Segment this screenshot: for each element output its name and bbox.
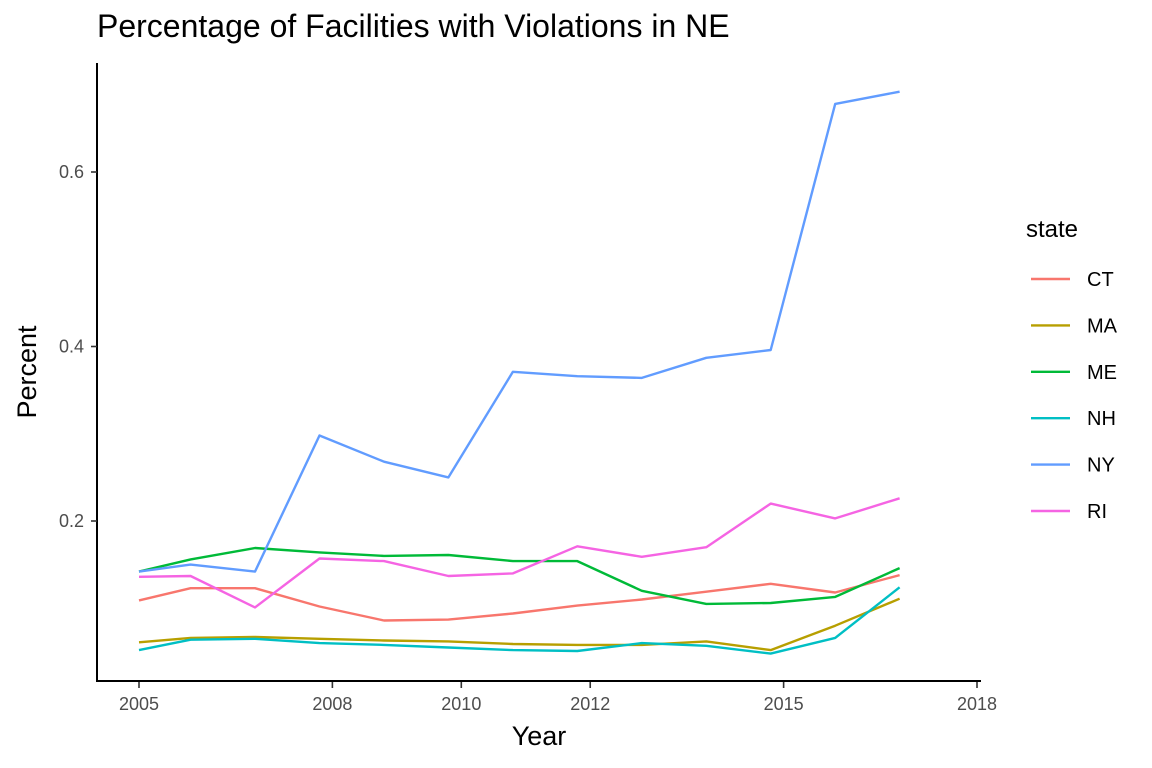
series-line-ct bbox=[138, 573, 900, 622]
legend-label-nh: NH bbox=[1087, 408, 1116, 430]
series-layer bbox=[138, 90, 901, 655]
legend-label-ri: RI bbox=[1087, 501, 1107, 523]
axes-layer bbox=[96, 63, 981, 682]
chart-title: Percentage of Facilities with Violations… bbox=[97, 8, 730, 44]
series-line-nh bbox=[138, 586, 901, 655]
legend-label-ny: NY bbox=[1087, 455, 1115, 477]
y-tick-label: 0.4 bbox=[59, 337, 84, 357]
legend-label-me: ME bbox=[1087, 362, 1117, 384]
series-line-ma bbox=[138, 597, 901, 652]
x-tick-label: 2012 bbox=[570, 694, 610, 714]
y-axis-title: Percent bbox=[12, 325, 42, 419]
x-tick-label: 2005 bbox=[119, 694, 159, 714]
y-tick-label: 0.2 bbox=[59, 511, 84, 531]
ticks-layer: 2005 2008 2010 2012 2015 2018 0.2 0.4 0.6 bbox=[59, 162, 997, 714]
y-tick-label: 0.6 bbox=[59, 162, 84, 182]
x-tick-label: 2008 bbox=[312, 694, 352, 714]
legend-label-ma: MA bbox=[1087, 315, 1118, 337]
series-line-ny bbox=[138, 90, 900, 573]
series-line-me bbox=[138, 546, 901, 606]
x-tick-label: 2010 bbox=[441, 694, 481, 714]
x-tick-label: 2015 bbox=[764, 694, 804, 714]
legend-label-ct: CT bbox=[1087, 269, 1114, 291]
x-axis-title: Year bbox=[512, 721, 567, 751]
x-tick-label: 2018 bbox=[957, 694, 997, 714]
legend-title: state bbox=[1026, 216, 1078, 243]
legend: state CT MA ME NH NY RI bbox=[1026, 216, 1118, 523]
series-line-ri bbox=[138, 497, 900, 609]
